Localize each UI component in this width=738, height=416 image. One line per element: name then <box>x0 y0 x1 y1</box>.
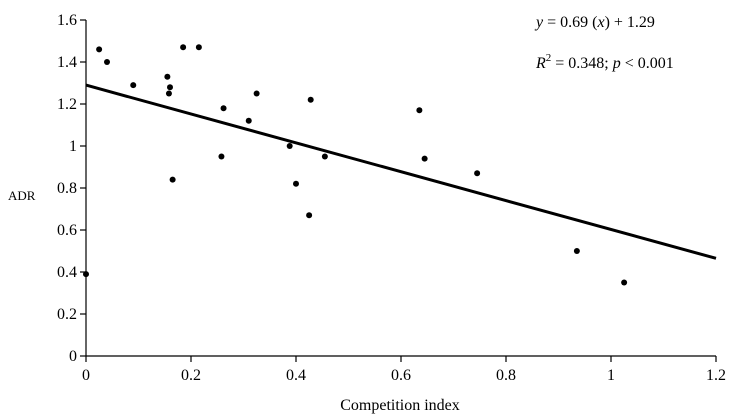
regression-equation: y = 0.69 (x) + 1.29 <box>534 14 655 31</box>
stats-r-symbol: R <box>535 55 546 72</box>
data-point <box>307 96 314 103</box>
equation-intercept: ) + 1.29 <box>605 14 655 31</box>
data-point <box>164 73 171 80</box>
data-point <box>306 212 313 219</box>
data-point <box>621 279 628 286</box>
y-axis-title: ADR <box>8 188 36 203</box>
stats-p-value: < 0.001 <box>621 55 674 72</box>
data-point <box>220 105 227 112</box>
equation-expression: = 0.69 ( <box>543 14 597 31</box>
data-point <box>195 44 202 51</box>
data-point <box>167 84 173 91</box>
x-tick-label: 1.2 <box>706 367 726 384</box>
y-tick-label: 0 <box>69 348 77 365</box>
y-tick-label: 1.6 <box>57 12 77 29</box>
x-tick-label: 0.4 <box>286 367 306 384</box>
data-point <box>169 176 176 183</box>
regression-line <box>85 83 717 260</box>
data-point <box>573 248 580 254</box>
data-point <box>165 90 172 97</box>
y-tick-label: 0.4 <box>57 264 77 281</box>
data-point <box>293 180 299 187</box>
data-point <box>180 44 187 51</box>
y-tick-label: 0.2 <box>57 306 77 323</box>
equation-x-symbol: x <box>596 14 604 31</box>
x-tick-label: 1 <box>607 367 615 384</box>
data-point <box>104 59 110 65</box>
plot-area <box>83 44 717 286</box>
equation-y-symbol: y <box>534 14 544 31</box>
x-tick-label: 0.8 <box>496 367 516 384</box>
y-tick-label: 1 <box>69 138 77 155</box>
data-point <box>321 153 328 160</box>
axes: 0 0.2 0.4 0.6 0.8 1 1.2 0 0.2 0.4 0.6 0.8 1 1.2 1.4 1.6 <box>57 12 726 384</box>
data-point <box>218 153 225 160</box>
data-point <box>474 170 481 177</box>
x-axis-title: Competition index <box>340 397 460 414</box>
y-tick-label: 1.2 <box>57 96 77 113</box>
data-point <box>96 46 103 53</box>
stats-r2-value: = 0.348; <box>551 55 612 72</box>
stats-r-superscript: 2 <box>546 52 552 64</box>
y-tick-label: 0.8 <box>57 180 77 197</box>
data-point <box>421 155 428 162</box>
data-point <box>286 143 293 149</box>
data-point <box>130 82 137 89</box>
data-point <box>416 107 423 114</box>
y-tick-label: 0.6 <box>57 222 77 239</box>
data-point <box>245 117 252 124</box>
x-tick-label: 0.6 <box>391 367 411 384</box>
stats-p-symbol: p <box>612 55 621 72</box>
regression-stats: R2 = 0.348; p < 0.001 <box>535 52 674 72</box>
x-tick-label: 0 <box>82 367 90 384</box>
y-tick-label: 1.4 <box>57 54 77 71</box>
x-tick-label: 0.2 <box>181 367 201 384</box>
data-point <box>253 90 260 97</box>
